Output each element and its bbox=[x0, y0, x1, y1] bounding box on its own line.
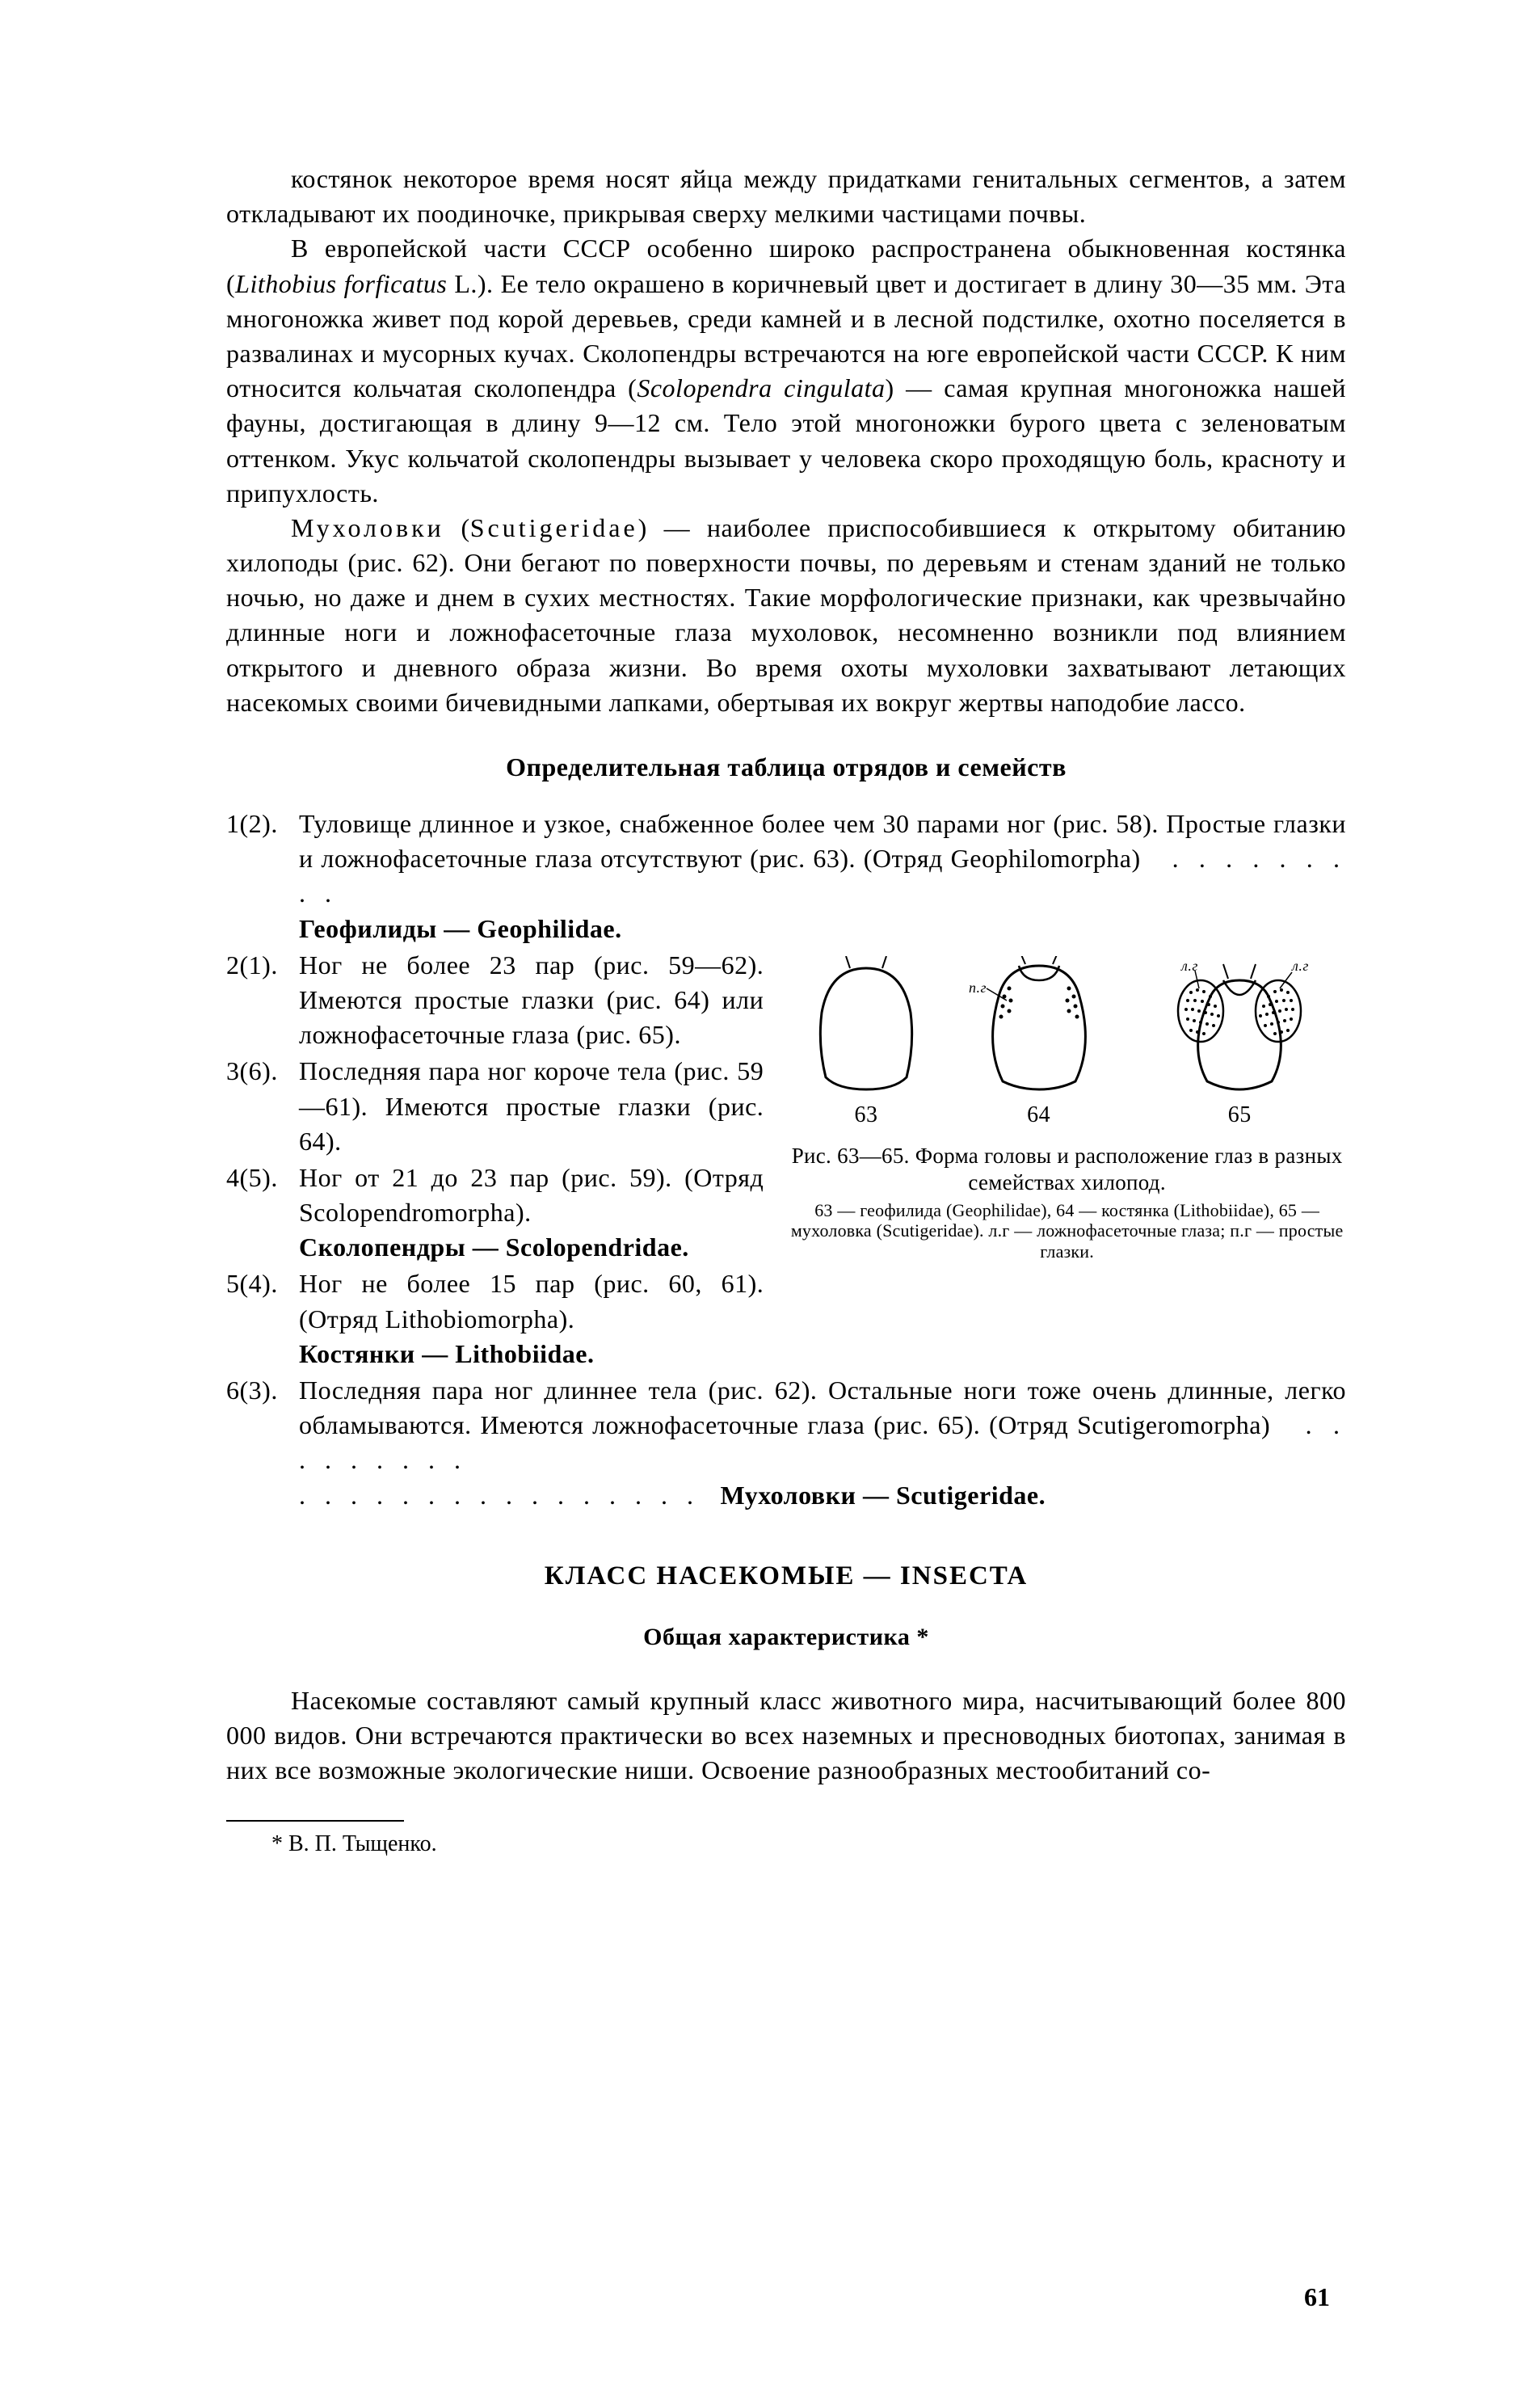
key-and-figure-row: 2(1). Ног не более 23 пар (рис. 59—62). … bbox=[226, 948, 1346, 1373]
paragraph-3: Мухоловки (Scutigeridae) — наиболее прис… bbox=[226, 511, 1346, 720]
key-item-3: 3(6). Последняя пара ног короче тела (ри… bbox=[226, 1054, 764, 1159]
footnote-rule bbox=[226, 1820, 404, 1822]
key-item-4: 4(5). Ног от 21 до 23 пар (рис. 59). (От… bbox=[226, 1161, 764, 1266]
para3-name: Мухоловки bbox=[291, 513, 444, 542]
paragraph-2: В европейской части СССР особенно широко… bbox=[226, 231, 1346, 511]
key-item-2: 2(1). Ног не более 23 пар (рис. 59—62). … bbox=[226, 948, 764, 1053]
key-num-4: 4(5). bbox=[226, 1161, 299, 1266]
figure-63-65: 63 п.г bbox=[788, 948, 1346, 1262]
key-table-heading: Определительная таблица отрядов и семейс… bbox=[226, 752, 1346, 782]
head-svg-63 bbox=[806, 956, 927, 1093]
key-num-3: 3(6). bbox=[226, 1054, 299, 1159]
key-text-5: Ног не более 15 пар (рис. 60, 61). (Отря… bbox=[299, 1266, 764, 1371]
fig-num-65: 65 bbox=[1228, 1100, 1252, 1131]
key-num-2: 2(1). bbox=[226, 948, 299, 1053]
key5-taxon: Костянки — Lithobiidae. bbox=[299, 1339, 595, 1368]
key6-body: Последняя пара ног длиннее тела (рис. 62… bbox=[299, 1376, 1346, 1439]
key-text-4: Ног от 21 до 23 пар (рис. 59). (Отряд Sc… bbox=[299, 1161, 764, 1266]
key6-dots2: . . . . . . . . . . . . . . . . bbox=[299, 1481, 700, 1510]
figure-legend: 63 — геофилида (Geophilidae), 64 — костя… bbox=[788, 1200, 1346, 1262]
key-text-1: Туловище длинное и узкое, снабженное бол… bbox=[299, 807, 1346, 946]
key-num-1: 1(2). bbox=[226, 807, 299, 946]
key-left-column: 2(1). Ног не более 23 пар (рис. 59—62). … bbox=[226, 948, 764, 1373]
fig-num-64: 64 bbox=[1027, 1100, 1050, 1131]
key4-body: Ног от 21 до 23 пар (рис. 59). (Отряд Sc… bbox=[299, 1163, 764, 1227]
paragraph-4: Насекомые составляют самый крупный класс… bbox=[226, 1683, 1346, 1788]
key-item-6: 6(3). Последняя пара ног длиннее тела (р… bbox=[226, 1373, 1346, 1513]
para3-latin: Scutigeridae bbox=[470, 513, 638, 542]
key-text-2: Ног не более 23 пар (рис. 59—62). Имеютс… bbox=[299, 948, 764, 1053]
key-text-6: Последняя пара ног длиннее тела (рис. 62… bbox=[299, 1373, 1346, 1513]
key5-body: Ног не более 15 пар (рис. 60, 61). (Отря… bbox=[299, 1269, 764, 1333]
para3-text: ) — наиболее приспособившиеся к открытом… bbox=[226, 513, 1346, 717]
key1-taxon: Геофилиды — Geophilidae. bbox=[299, 914, 622, 943]
species-lithobius: Lithobius forficatus bbox=[235, 269, 447, 298]
label-pg-64: п.г bbox=[969, 980, 987, 996]
head-63: 63 bbox=[806, 956, 927, 1131]
figure-drawing: 63 п.г bbox=[788, 956, 1346, 1131]
head-svg-64: п.г bbox=[962, 956, 1116, 1093]
key-num-6: 6(3). bbox=[226, 1373, 299, 1513]
key-item-1: 1(2). Туловище длинное и узкое, снабженн… bbox=[226, 807, 1346, 946]
sub-heading: Общая характеристика * bbox=[226, 1624, 1346, 1651]
dots-left bbox=[1184, 988, 1220, 1035]
species-scolopendra: Scolopendra cingulata bbox=[637, 373, 885, 402]
key4-taxon: Сколопендры — Scolopendridae. bbox=[299, 1232, 689, 1262]
fig-num-63: 63 bbox=[855, 1100, 878, 1131]
key-num-5: 5(4). bbox=[226, 1266, 299, 1371]
key6-taxon: Мухоловки — Scutigeridae. bbox=[721, 1481, 1046, 1510]
footnote: * В. П. Тыщенко. bbox=[226, 1831, 1346, 1857]
head-65: л.г л.г bbox=[1151, 956, 1328, 1131]
determination-key: 1(2). Туловище длинное и узкое, снабженн… bbox=[226, 807, 1346, 1513]
dots-right bbox=[1259, 988, 1294, 1035]
paragraph-1: костянок некоторое время носят яйца межд… bbox=[226, 162, 1346, 231]
page-number: 61 bbox=[1304, 2282, 1330, 2312]
head-svg-65: л.г л.г bbox=[1151, 956, 1328, 1093]
key-item-5: 5(4). Ног не более 15 пар (рис. 60, 61).… bbox=[226, 1266, 764, 1371]
chapter-heading: КЛАСС НАСЕКОМЫЕ — INSECTA bbox=[226, 1561, 1346, 1591]
label-lg-65r: л.г bbox=[1291, 958, 1309, 974]
key-text-3: Последняя пара ног короче тела (рис. 59—… bbox=[299, 1054, 764, 1159]
figure-caption: Рис. 63—65. Форма головы и расположение … bbox=[788, 1143, 1346, 1198]
head-64: п.г 64 bbox=[962, 956, 1116, 1131]
